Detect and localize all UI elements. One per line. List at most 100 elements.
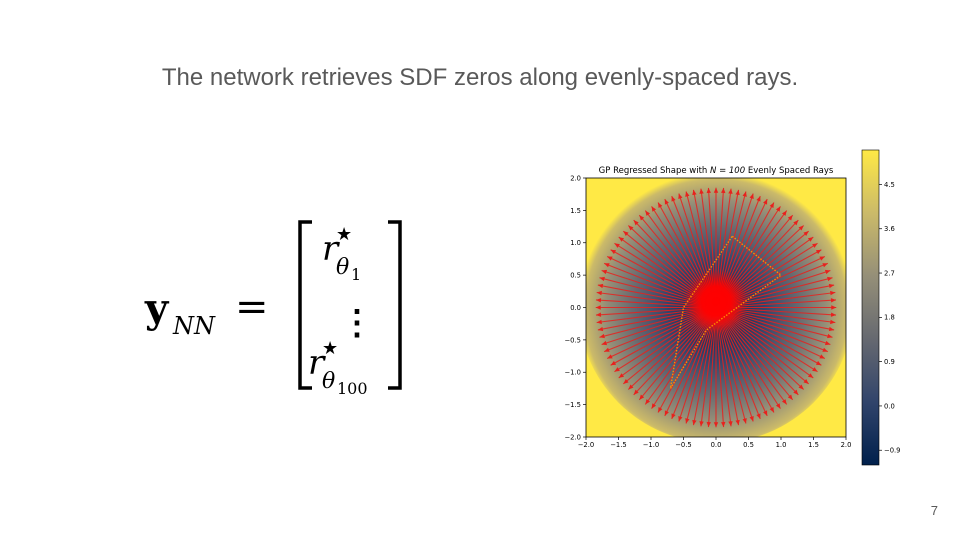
x-tick-label: 1.0 (776, 441, 787, 449)
ray-arrowhead (735, 189, 740, 196)
ray-arrowhead (781, 399, 787, 405)
colorbar-tick-label: 4.5 (884, 181, 895, 189)
ray-arrowhead (595, 305, 601, 310)
ray-arrowhead (595, 298, 602, 303)
equals-sign: = (235, 284, 269, 330)
ray-arrowhead (830, 298, 837, 303)
regressed-shape-outline (669, 235, 783, 389)
ray-arrowhead (678, 415, 683, 422)
y-tick-label: 2.0 (570, 174, 581, 182)
x-tick-label: 0.5 (743, 441, 754, 449)
ray-arrowhead (639, 215, 645, 221)
x-tick-label: 1.5 (808, 441, 819, 449)
ray-arrowhead (824, 269, 831, 275)
entry-last-theta: θ (322, 369, 335, 394)
colorbar (861, 149, 880, 466)
entry-first-star: ★ (336, 224, 352, 245)
ray-arrowhead (706, 421, 711, 428)
ray-arrowhead (604, 347, 610, 352)
ray-arrowhead (742, 191, 747, 197)
ray-arrowhead (827, 333, 833, 339)
ray-arrowhead (706, 187, 711, 194)
ray-arrowhead (623, 231, 629, 237)
ray-arrowhead (721, 187, 726, 194)
ray-arrowhead (822, 263, 828, 268)
ray-arrowhead (614, 367, 620, 372)
ray-arrowhead (830, 290, 836, 296)
right-bracket (388, 220, 402, 390)
ray-arrowhead (787, 394, 793, 400)
ray-arrowhead (819, 354, 825, 359)
ray-arrowhead (599, 333, 605, 339)
ray-arrowhead (601, 269, 608, 275)
y-tick-label: 0.0 (570, 304, 581, 312)
ray-arrowhead (793, 220, 799, 226)
left-bracket (298, 220, 312, 390)
colorbar-tick-label: 2.7 (884, 269, 895, 277)
ray-arrowhead (601, 340, 608, 346)
ray-arrowhead (664, 410, 669, 416)
ray-arrowhead (607, 354, 613, 359)
y-tick-label: −2.0 (564, 433, 581, 441)
ray-arrowhead (749, 415, 754, 422)
ray-arrowhead (787, 215, 793, 221)
ray-arrowhead (651, 206, 657, 212)
y-tick-label: 1.5 (570, 207, 581, 215)
ray-arrowhead (633, 220, 639, 226)
chart-title: GP Regressed Shape with N = 100 Evenly S… (599, 166, 834, 176)
ray-arrowhead (735, 419, 740, 426)
ray-arrowhead (645, 399, 651, 405)
ray-arrowhead (793, 389, 799, 395)
ray-arrowhead (828, 326, 835, 332)
ray-arrowhead (781, 210, 787, 216)
ray-arrowhead (658, 407, 663, 413)
ray-arrowhead (685, 191, 690, 197)
y-tick-label: 1.0 (570, 239, 581, 247)
ray-arrowhead (828, 283, 835, 289)
ray-arrowhead (633, 389, 639, 395)
ray-arrowhead (685, 418, 690, 424)
ray-arrowhead (596, 319, 602, 325)
entry-last-star: ★ (322, 338, 338, 359)
entry-last-symbol: r (308, 343, 326, 383)
ray-arrowhead (645, 210, 651, 216)
output-vector-equation: y NN = r ★ θ 1 ⋮ r ★ θ 100 (144, 220, 402, 398)
x-tick-label: −1.5 (610, 441, 627, 449)
ray-arrowhead (798, 225, 804, 231)
ray-arrowhead (728, 188, 733, 194)
ray-arrowhead (607, 256, 613, 261)
ray-arrowhead (639, 394, 645, 400)
y-tick-label: −0.5 (564, 336, 581, 344)
ray-arrowhead (819, 256, 825, 261)
ray-arrowhead (728, 421, 733, 427)
ray-arrowhead (831, 305, 837, 310)
colorbar-tick-label: −0.9 (884, 447, 901, 455)
x-axis: −2.0 −1.5 −1.0 −0.5 0.0 0.5 1.0 1.5 2.0 (578, 437, 852, 449)
ray-arrowhead (610, 360, 617, 366)
ray-arrowhead (671, 196, 676, 202)
x-tick-label: 2.0 (841, 441, 852, 449)
ray-arrowhead (610, 249, 617, 255)
colorbar-tick-label: 0.9 (884, 358, 895, 366)
ray-arrowhead (807, 237, 814, 242)
colorbar-axis: 4.5 3.6 2.7 1.8 0.9 0.0 −0.9 (879, 181, 901, 455)
ray-arrowhead (830, 312, 837, 317)
ray-arrowhead (807, 373, 814, 378)
ray-arrowhead (803, 231, 809, 237)
ray-arrowhead (692, 189, 697, 196)
slide-title: The network retrieves SDF zeros along ev… (161, 64, 799, 91)
ray-arrowhead (827, 276, 833, 282)
entry-first-symbol: r (322, 229, 340, 269)
ray-arrowhead (769, 202, 774, 208)
x-tick-label: −2.0 (578, 441, 595, 449)
ray-arrowhead (713, 187, 719, 193)
ray-arrowhead (651, 403, 657, 409)
ray-arrowhead (671, 413, 676, 419)
ray-arrowhead (628, 384, 634, 390)
colorbar-tick-label: 0.0 (884, 402, 895, 410)
colorbar-tick-label: 1.8 (884, 314, 895, 322)
ray-arrowhead (604, 263, 610, 268)
ray-arrowhead (664, 199, 669, 205)
ray-arrowhead (614, 243, 620, 248)
ray-arrowhead (803, 378, 809, 384)
